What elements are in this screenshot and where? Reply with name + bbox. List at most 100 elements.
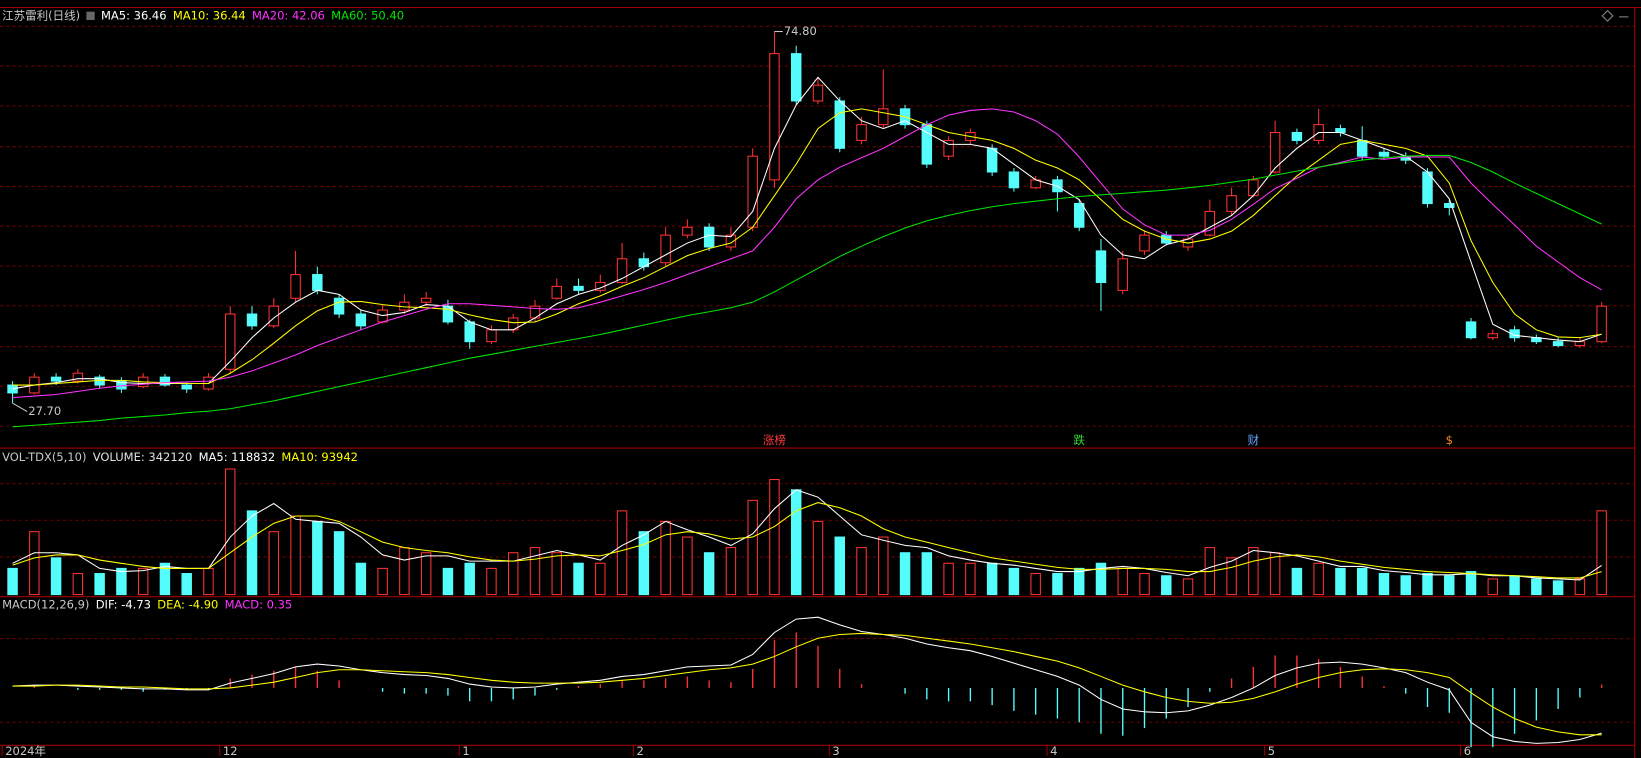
volume-bar — [29, 531, 40, 596]
legend-entry: MA5: 36.46 — [101, 8, 167, 22]
candle-body — [225, 313, 236, 370]
legend-entry: MA20: 42.06 — [252, 8, 325, 22]
volume-bar — [94, 573, 105, 596]
candle-body — [159, 376, 171, 386]
candle-body — [769, 53, 780, 181]
candle-body — [312, 274, 323, 291]
volume-bar — [399, 547, 410, 596]
x-tick-label: 2024年 — [5, 744, 46, 758]
x-tick-label: 3 — [832, 744, 839, 758]
volume-bar — [1531, 578, 1542, 596]
volume-bar — [529, 547, 541, 596]
candle-body — [660, 234, 671, 264]
event-label: 跌 — [1073, 433, 1085, 447]
volume-bar — [703, 552, 715, 596]
volume-bar — [725, 547, 737, 596]
candle-body — [812, 84, 824, 102]
volume-bar — [116, 567, 127, 596]
candle-body — [1139, 234, 1150, 252]
volume-bar — [50, 557, 62, 596]
volume-bar — [1269, 552, 1281, 596]
ma-line — [12, 632, 1602, 736]
volume-bar — [1117, 567, 1128, 596]
ma-line — [12, 108, 1602, 386]
candle-body — [1378, 151, 1390, 157]
candle-body — [943, 139, 954, 157]
volume-bar — [1378, 573, 1390, 596]
volume-bar — [1095, 562, 1107, 596]
volume-bar — [638, 531, 650, 596]
volume-bar — [878, 536, 889, 596]
volume-bar — [1509, 575, 1520, 596]
candle-body — [246, 313, 258, 327]
candle-body — [1465, 321, 1477, 339]
candle-body — [1574, 341, 1586, 347]
volume-bar — [1574, 578, 1586, 596]
panel-title: 江苏雷利(日线) — [2, 8, 80, 22]
candle-body — [7, 384, 18, 394]
legend-entry: DEA: -4.90 — [157, 598, 218, 612]
volume-bar — [595, 562, 606, 596]
volume-bar — [246, 510, 258, 596]
volume-bar — [1465, 571, 1477, 596]
volume-bar — [769, 479, 780, 596]
candle-body — [1008, 171, 1020, 189]
volume-bar — [660, 520, 671, 596]
candle-body — [50, 376, 62, 382]
ma-line — [12, 616, 1602, 744]
volume-bar — [1444, 575, 1455, 596]
volume-bar — [225, 468, 236, 596]
volume-bar — [420, 552, 432, 596]
candle-body — [725, 234, 737, 248]
candle-body — [1552, 341, 1564, 347]
candle-body — [856, 124, 867, 141]
x-tick-label: 6 — [1464, 744, 1471, 758]
candle-body — [420, 297, 432, 303]
volume-bar — [790, 489, 802, 596]
candle-body — [551, 285, 563, 299]
volume-bar — [1008, 567, 1020, 596]
panel-title: MACD(12,26,9) — [2, 598, 89, 612]
volume-bar — [1400, 575, 1411, 596]
volume-bar — [72, 573, 84, 596]
legend-entry: MA5: 118832 — [199, 450, 276, 464]
candle-body — [834, 100, 845, 149]
volume-bar — [1313, 562, 1324, 596]
legend-entry: MACD: 0.35 — [225, 598, 293, 612]
volume-bar — [486, 567, 497, 596]
candle-body — [1204, 210, 1216, 236]
candle-body — [703, 226, 715, 248]
candle-body — [181, 384, 192, 390]
candle-body — [290, 274, 301, 299]
volume-bar — [986, 562, 998, 596]
candle-body — [1226, 195, 1237, 212]
volume-bar — [137, 567, 149, 596]
volume-bar — [747, 499, 758, 596]
toggle-icon[interactable] — [1601, 9, 1614, 22]
volume-bar — [1161, 575, 1172, 596]
settings-icon — [86, 11, 95, 21]
volume-bar — [464, 562, 475, 596]
legend-entry: MA10: 93942 — [281, 450, 358, 464]
candle-body — [1248, 179, 1259, 197]
volume-bar — [1073, 567, 1085, 596]
volume-bar — [1487, 578, 1499, 596]
volume-bar — [203, 567, 214, 596]
candle-body — [333, 297, 345, 315]
x-tick-label: 4 — [1050, 744, 1057, 758]
volume-bar — [1248, 547, 1259, 596]
volume-bar — [682, 536, 693, 596]
candle-body — [747, 155, 758, 228]
low-pointer — [12, 402, 28, 413]
volume-bar — [355, 562, 367, 596]
candle-body — [1095, 250, 1107, 283]
candle-body — [878, 108, 889, 126]
volume-bar — [1596, 510, 1607, 596]
ma-line — [12, 108, 1602, 399]
candle-body — [1509, 329, 1520, 339]
candle-body — [573, 285, 584, 291]
volume-bar — [1552, 580, 1564, 596]
volume-bar — [1335, 567, 1346, 596]
volume-bar — [290, 515, 301, 596]
